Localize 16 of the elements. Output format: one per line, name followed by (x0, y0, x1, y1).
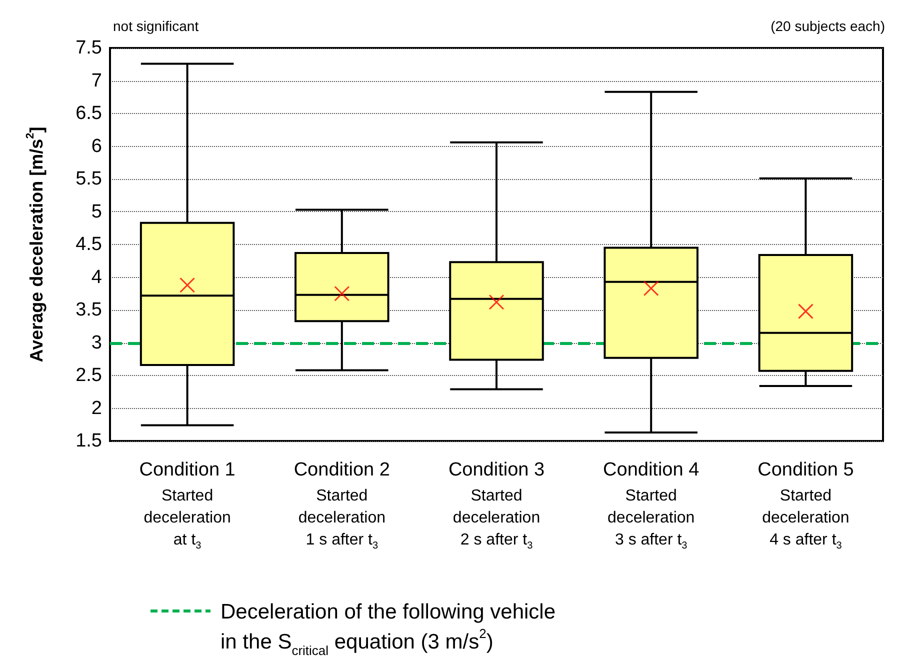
y-tick-label: 4.5 (76, 234, 102, 255)
y-tick-label: 6.5 (76, 103, 102, 124)
y-tick-label: 6 (91, 136, 102, 157)
y-tick-label: 2.5 (76, 365, 102, 386)
y-tick-label: 4 (91, 266, 102, 288)
y-tick-label: 1.5 (76, 430, 102, 452)
y-tick-label: 5 (91, 201, 102, 222)
y-axis-title: Average deceleration [m/s2] (24, 126, 46, 362)
text: not significant (113, 18, 199, 34)
y-tick-label: 7 (91, 70, 102, 92)
y-tick-label: 7.5 (76, 38, 102, 58)
y-tick-label: 5.5 (76, 168, 102, 190)
y-tick-label: 3 (91, 332, 102, 354)
text: (20 subjects each) (770, 18, 886, 34)
y-tick-label: 2 (91, 398, 102, 419)
y-tick-label: 3.5 (76, 300, 102, 320)
